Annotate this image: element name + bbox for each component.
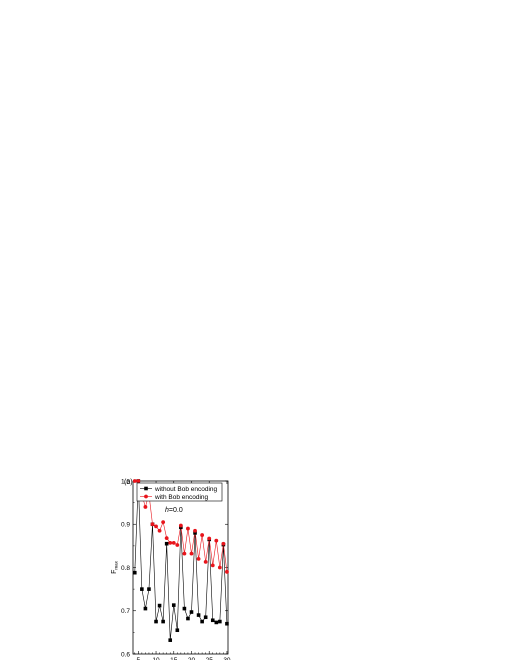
y-axis-ticks: 0.6 0.7 0.8 0.9 1.0 (121, 478, 228, 658)
data-point-with-bob (168, 540, 173, 545)
data-point-without-bob (196, 613, 201, 617)
data-point-with-bob (164, 536, 169, 540)
data-point-with-bob (200, 533, 205, 537)
y-axis-title: Fmax (111, 560, 119, 574)
data-point-with-bob (189, 551, 194, 556)
data-point-without-bob (218, 619, 222, 624)
data-point-with-bob (154, 524, 158, 529)
x-tick-label: 30 (223, 657, 231, 660)
data-point-with-bob (182, 551, 187, 556)
y-tick-label: 1.0 (121, 478, 130, 485)
data-point-without-bob (186, 616, 190, 621)
data-point-without-bob (225, 621, 229, 626)
data-point-with-bob (161, 520, 166, 524)
data-point-without-bob (147, 587, 151, 591)
y-tick-label: 0.7 (121, 608, 130, 615)
legend-label-1: without Bob encoding (154, 486, 218, 493)
h-annotation-symbol: h (165, 507, 169, 514)
data-point-with-bob (193, 528, 197, 533)
data-point-with-bob (157, 528, 162, 533)
data-point-without-bob (214, 620, 219, 625)
h-annotation-value: =0.0 (169, 507, 183, 514)
data-point-with-bob (175, 543, 180, 547)
data-point-without-bob (143, 606, 148, 611)
data-point-with-bob (210, 563, 215, 568)
panel-label: (a) (124, 479, 133, 486)
data-point-without-bob (154, 619, 158, 624)
data-point-without-bob (164, 541, 169, 546)
series-lines (134, 480, 228, 641)
data-point-without-bob (175, 628, 180, 633)
data-point-with-bob (178, 523, 183, 528)
series-line-1 (134, 480, 228, 641)
data-point-with-bob (132, 479, 137, 483)
x-tick-label: 20 (188, 657, 196, 660)
data-point-without-bob (200, 619, 204, 624)
data-point-with-bob (150, 522, 155, 527)
x-tick-label: 25 (206, 657, 214, 660)
data-point-without-bob (189, 610, 194, 614)
y-axis-title-sub: max (114, 560, 119, 569)
data-point-with-bob (207, 536, 212, 541)
x-tick-label: 5 (137, 657, 141, 660)
data-point-without-bob (161, 619, 165, 624)
h-annotation: h=0.0 (165, 507, 183, 514)
y-tick-label: 0.9 (121, 522, 130, 529)
data-point-with-bob (214, 538, 219, 543)
data-point-without-bob (193, 531, 197, 535)
data-point-without-bob (182, 606, 187, 611)
data-point-with-bob (143, 505, 148, 509)
data-point-without-bob (203, 615, 208, 620)
y-tick-label: 0.6 (121, 651, 130, 658)
legend-box (136, 482, 223, 502)
data-point-with-bob (171, 540, 176, 545)
data-point-without-bob (132, 570, 137, 575)
data-point-without-bob (157, 603, 162, 608)
x-tick-label: 10 (152, 657, 160, 660)
data-point-with-bob (225, 569, 229, 574)
data-point-with-bob (217, 565, 222, 570)
data-point-with-bob (136, 479, 141, 483)
data-point-without-bob (171, 603, 176, 607)
legend-marker-square (144, 486, 148, 491)
series-markers (132, 479, 229, 642)
data-point-with-bob (196, 556, 201, 561)
data-point-with-bob (221, 541, 226, 546)
data-point-with-bob (203, 559, 208, 564)
data-point-with-bob (186, 526, 190, 531)
data-point-without-bob (168, 638, 173, 642)
data-point-without-bob (140, 587, 144, 591)
legend-marker-circle (144, 494, 148, 499)
x-tick-label: 15 (170, 657, 178, 660)
legend-label-2: with Bob encoding (154, 494, 209, 501)
data-point-without-bob (210, 618, 215, 623)
y-axis-title-main: F (111, 570, 118, 574)
y-tick-label: 0.8 (121, 565, 130, 572)
